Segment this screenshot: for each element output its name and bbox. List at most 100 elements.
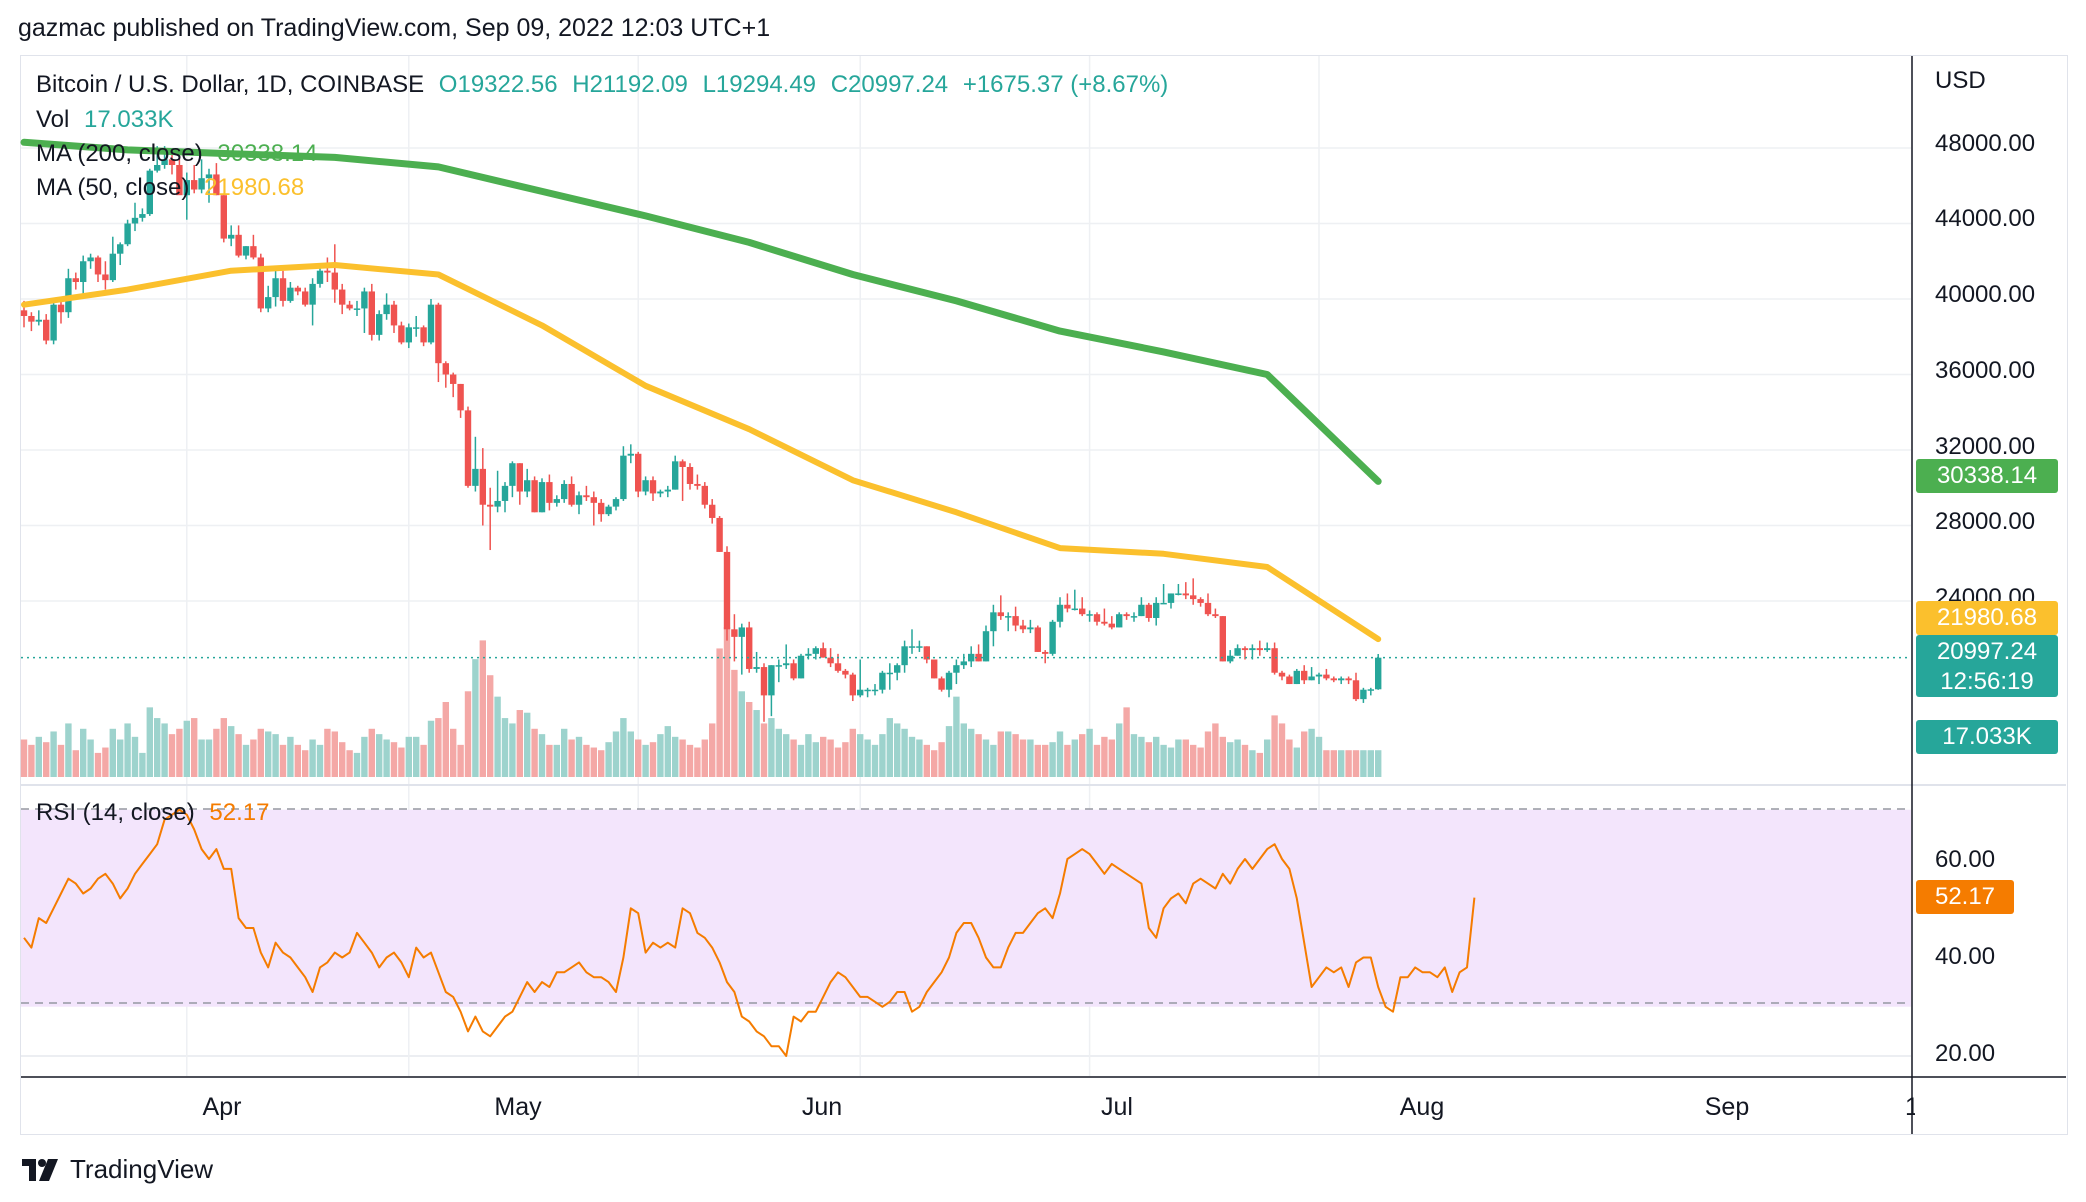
volume-bar	[1116, 723, 1123, 777]
volume-bar	[1145, 742, 1152, 777]
volume-bar	[797, 744, 805, 777]
candle-body	[1042, 651, 1049, 654]
candle-body	[1093, 614, 1101, 622]
candle-body	[265, 297, 272, 309]
price-tick: 28000.00	[1935, 508, 2036, 535]
candle-body	[1130, 616, 1138, 618]
volume-bar	[487, 675, 494, 777]
volume-bar	[1130, 734, 1138, 777]
candle-body	[257, 257, 264, 309]
candle-body	[953, 665, 960, 673]
volume-bar	[450, 728, 457, 777]
volume-bar	[827, 739, 834, 777]
volume-bar	[390, 742, 398, 777]
volume-bar	[531, 728, 538, 777]
candle-body	[405, 327, 412, 343]
candle-body	[894, 665, 901, 673]
candle-body	[546, 482, 553, 503]
candle-body	[80, 261, 87, 283]
ma50-legend[interactable]: MA (50, close) 21980.68	[36, 174, 312, 202]
volume-legend[interactable]: Vol 17.033K	[36, 106, 181, 134]
price-axis-currency: USD	[1935, 67, 1986, 94]
candle-body	[731, 629, 738, 637]
volume-bar	[191, 718, 198, 777]
volume-bar	[1330, 750, 1337, 777]
candle-body	[1034, 627, 1041, 652]
volume-bar	[686, 744, 694, 777]
volume-bar	[575, 736, 583, 777]
ma200-legend[interactable]: MA (200, close) 30338.14	[36, 140, 326, 168]
candle-body	[228, 234, 235, 239]
volume-bar	[287, 736, 294, 777]
volume-bar	[1034, 744, 1041, 777]
volume-bar	[746, 702, 753, 777]
rsi-legend[interactable]: RSI (14, close) 52.17	[36, 799, 277, 827]
volume-bar	[612, 731, 620, 777]
volume-bar	[968, 728, 975, 777]
candle-body	[1160, 602, 1167, 605]
volume-bar	[413, 736, 420, 777]
candle-body	[1204, 602, 1212, 615]
ma50-value: 21980.68	[204, 174, 305, 201]
volume-bar	[679, 739, 686, 777]
volume-bar	[339, 742, 346, 777]
candle-body	[997, 612, 1004, 617]
volume-bar	[1212, 723, 1219, 777]
candle-body	[746, 627, 753, 669]
volume-bar	[649, 742, 657, 777]
time-label-aug: Aug	[1399, 1093, 1445, 1121]
ma50-line	[21, 262, 1382, 643]
volume-bar	[1308, 728, 1315, 777]
rsi-label: RSI (14, close)	[36, 799, 195, 826]
volume-bar	[213, 728, 220, 777]
candle-body	[1108, 623, 1115, 628]
volume-bar	[738, 691, 745, 777]
volume-bar	[87, 739, 94, 777]
candle-body	[1264, 648, 1271, 651]
last-price-value: 20997.24	[1936, 638, 2038, 665]
candle-body	[1153, 602, 1160, 618]
candle-body	[945, 672, 953, 690]
tradingview-footer[interactable]: TradingView	[22, 1154, 213, 1185]
volume-bar	[1375, 750, 1382, 777]
volume-bar	[131, 736, 139, 777]
volume-bar	[790, 739, 797, 777]
volume-bar	[1227, 742, 1234, 777]
candle-body	[20, 310, 28, 316]
volume-bar	[1049, 742, 1056, 777]
candle-body	[427, 304, 435, 343]
volume-bar	[1071, 739, 1078, 777]
volume-bar	[509, 723, 516, 777]
candle-body	[842, 670, 849, 675]
candle-body	[250, 246, 257, 258]
volume-bar	[864, 739, 871, 777]
volume-bar	[553, 744, 560, 777]
candle-body	[1360, 689, 1367, 700]
candle-body	[57, 304, 65, 313]
volume-bar	[1175, 739, 1182, 777]
symbol-name[interactable]: Bitcoin / U.S. Dollar, 1D, COINBASE	[36, 71, 425, 98]
candle-body	[1101, 621, 1108, 624]
publisher-line: gazmac published on TradingView.com, Sep…	[18, 14, 771, 42]
candle-body	[457, 383, 464, 411]
candle-body	[146, 170, 153, 215]
volume-bar	[857, 734, 864, 777]
candle-body	[968, 653, 975, 662]
candle-body	[1286, 676, 1293, 685]
volume-bar	[1278, 723, 1286, 777]
candle-body	[709, 504, 716, 518]
ohlc-legend: Bitcoin / U.S. Dollar, 1D, COINBASE O193…	[36, 71, 1176, 99]
volume-bar	[65, 723, 72, 777]
candle-body	[568, 483, 575, 505]
candle-body	[324, 270, 331, 273]
volume-bar	[672, 736, 679, 777]
volume-bar	[1301, 731, 1308, 777]
volume-bar	[1271, 715, 1278, 777]
volume-bar	[716, 648, 723, 777]
volume-bar	[464, 691, 472, 777]
volume-bar	[183, 720, 190, 777]
volume-bar	[1153, 736, 1160, 777]
candle-body	[509, 463, 516, 486]
volume-bar	[20, 739, 28, 777]
